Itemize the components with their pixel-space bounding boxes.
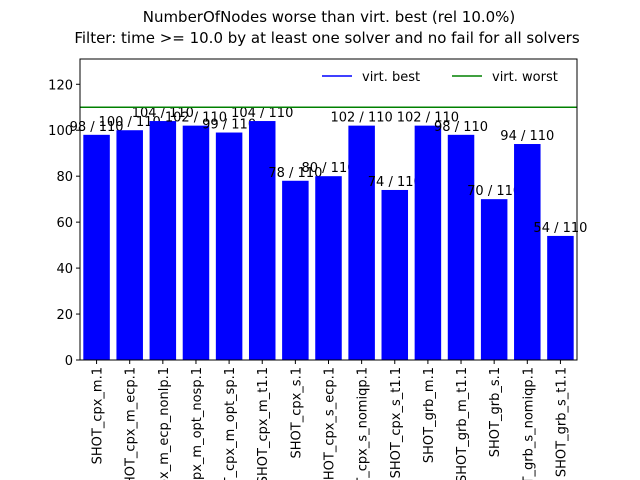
bar (348, 125, 375, 360)
y-tick-label: 40 (56, 262, 73, 277)
value-label: 98 / 110 (70, 120, 124, 135)
legend-label: virt. best (362, 70, 420, 85)
x-tick-label: SHOT_cpx_m_opt_nosp.1 (190, 367, 205, 480)
bar (149, 121, 177, 360)
value-label: 78 / 110 (268, 166, 322, 181)
chart-subtitle: Filter: time >= 10.0 by at least one sol… (74, 29, 580, 47)
y-tick-label: 120 (48, 78, 73, 93)
x-tick-label: SHOT_grb_s_t1.1 (554, 367, 569, 477)
value-label: 100 / 110 (99, 115, 161, 130)
bar (414, 125, 442, 360)
y-tick-label: 100 (48, 124, 73, 139)
y-tick-label: 80 (56, 170, 73, 185)
bar (116, 130, 143, 360)
bar (83, 134, 110, 360)
y-tick-label: 20 (56, 308, 73, 323)
x-tick-label: SHOT_cpx_m_t1.1 (256, 367, 271, 480)
value-label: 74 / 110 (368, 175, 422, 190)
value-label: 99 / 110 (202, 118, 256, 133)
bar (514, 144, 541, 360)
x-tick-label: SHOT_cpx_m_opt_sp.1 (223, 367, 238, 480)
value-label: 104 / 110 (132, 106, 194, 121)
value-label: 104 / 110 (231, 106, 293, 121)
x-tick-label: SHOT_cpx_s_t1.1 (389, 367, 404, 478)
value-label: 80 / 110 (302, 161, 356, 176)
legend-label: virt. worst (492, 70, 558, 85)
bar (480, 199, 508, 360)
value-label: 94 / 110 (500, 129, 554, 144)
chart-title: NumberOfNodes worse than virt. best (rel… (143, 8, 516, 26)
x-tick-label: SHOT_cpx_m_ecp.1 (124, 367, 139, 480)
y-tick-label: 0 (65, 354, 73, 369)
x-tick-label: SHOT_grb_s_nomiqp.1 (521, 367, 536, 480)
x-tick-label: SHOT_cpx_s.1 (289, 367, 304, 458)
x-tick-label: SHOT_grb_s.1 (488, 367, 503, 457)
value-label: 98 / 110 (434, 120, 488, 135)
value-label: 70 / 110 (467, 184, 521, 199)
y-tick-label: 60 (56, 216, 73, 231)
bar (282, 180, 309, 360)
x-tick-label: SHOT_grb_m_t1.1 (455, 367, 470, 480)
value-label: 102 / 110 (330, 111, 392, 126)
bar (381, 189, 409, 360)
value-label: 54 / 110 (533, 221, 587, 236)
value-label: 102 / 110 (397, 111, 459, 126)
bar (215, 132, 243, 360)
bar (182, 125, 210, 360)
plot-frame (79, 58, 578, 361)
bar (248, 121, 276, 360)
bar (447, 134, 475, 360)
value-label: 102 / 110 (165, 111, 227, 126)
bar (315, 176, 342, 360)
x-tick-label: SHOT_cpx_s_nomiqp.1 (356, 367, 371, 480)
x-tick-label: SHOT_grb_m.1 (422, 367, 437, 463)
x-tick-label: SHOT_cpx_m.1 (91, 367, 106, 464)
x-tick-label: SHOT_cpx_s_ecp.1 (323, 367, 338, 480)
x-tick-label: SHOT_cpx_m_ecp_nonlp.1 (157, 367, 172, 480)
bar (547, 235, 574, 360)
